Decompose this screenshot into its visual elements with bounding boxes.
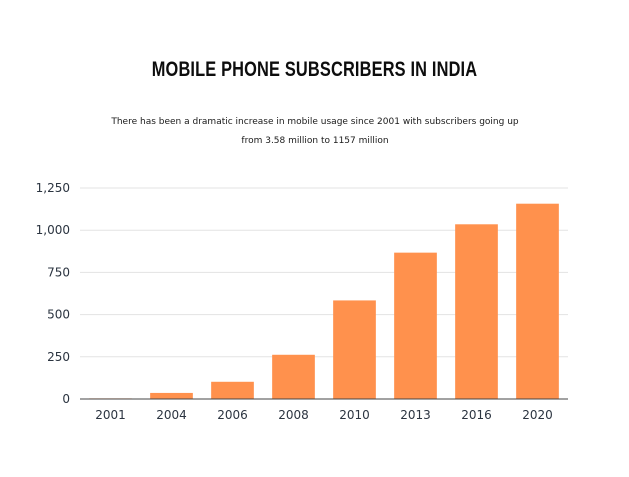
chart-title: MOBILE PHONE SUBSCRIBERS IN INDIA	[151, 58, 478, 81]
bar	[333, 300, 376, 399]
chart-subtitle: There has been a dramatic increase in mo…	[111, 117, 519, 146]
x-axis-ticks: 2001 2004 2006 2008 2010 2013 2016 2020	[95, 408, 553, 422]
bar	[150, 392, 193, 399]
y-tick-label: 0	[62, 392, 70, 406]
x-tick-label: 2006	[217, 408, 248, 422]
bars	[89, 203, 559, 399]
bar	[516, 203, 559, 399]
y-tick-label: 250	[47, 350, 70, 364]
x-tick-label: 2010	[339, 408, 370, 422]
x-tick-label: 2008	[278, 408, 309, 422]
x-tick-label: 2004	[156, 408, 187, 422]
bar	[211, 381, 254, 399]
y-tick-label: 1,250	[36, 181, 70, 195]
y-axis-ticks: 0 250 500 750 1,000 1,250	[36, 181, 70, 406]
y-tick-label: 500	[47, 308, 70, 322]
x-tick-label: 2001	[95, 408, 126, 422]
x-tick-label: 2016	[461, 408, 492, 422]
bar	[394, 252, 437, 399]
y-tick-label: 750	[47, 265, 70, 279]
bar	[455, 224, 498, 399]
x-tick-label: 2020	[522, 408, 553, 422]
bar	[272, 354, 315, 399]
y-tick-label: 1,000	[36, 223, 70, 237]
x-tick-label: 2013	[400, 408, 431, 422]
